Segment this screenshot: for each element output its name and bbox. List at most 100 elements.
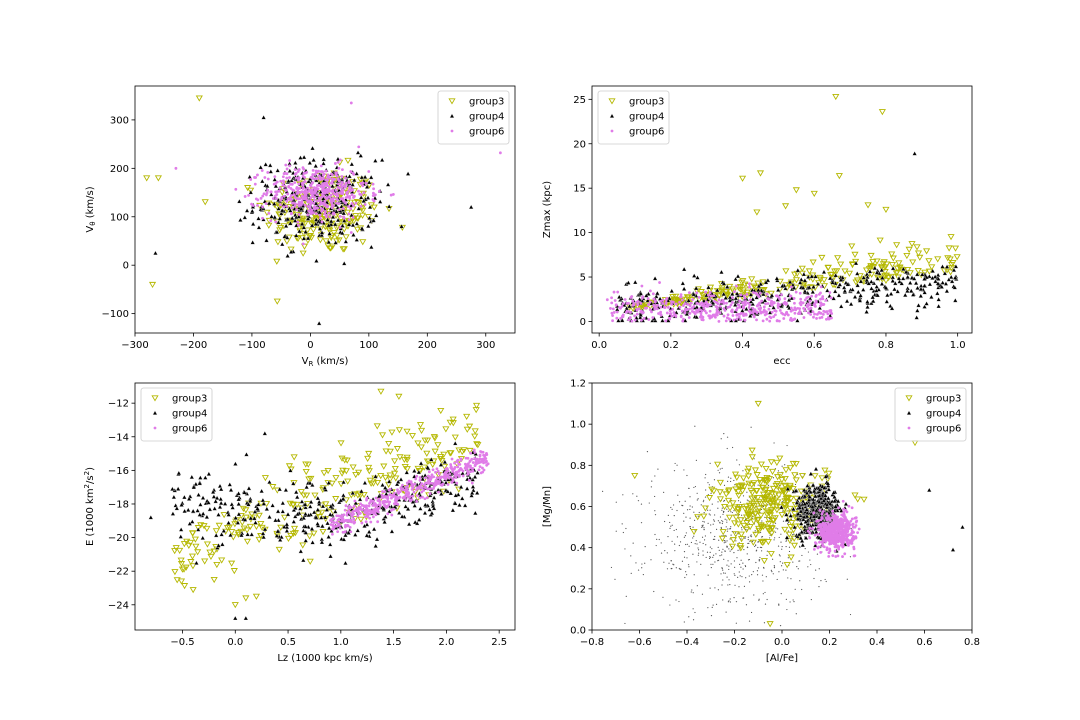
group4-point (315, 521, 321, 526)
field-point (701, 526, 703, 528)
group6-point (350, 202, 354, 205)
field-point (686, 557, 688, 559)
group6-point (269, 190, 273, 194)
group4-point (935, 272, 941, 277)
group6-point (735, 306, 739, 310)
field-point (729, 480, 732, 483)
group4-point (475, 470, 481, 475)
group4-point (827, 501, 833, 506)
group3-legend-marker (151, 395, 159, 402)
group6-point (471, 469, 475, 473)
group4-point (869, 285, 874, 291)
group4-point (861, 275, 867, 280)
group6-point (843, 552, 847, 556)
group4-point (262, 430, 268, 436)
group6-point (302, 167, 306, 171)
group3-point (745, 480, 753, 487)
group3-point (391, 466, 399, 473)
x-tick-label: 2.5 (491, 637, 507, 648)
group6-point (317, 169, 320, 173)
group3-point (181, 583, 189, 590)
group4-point (171, 494, 177, 500)
group3-point (347, 492, 355, 499)
group4-point (235, 520, 241, 525)
group3-point (781, 526, 789, 533)
group6-point (375, 504, 379, 507)
field-point (707, 522, 709, 524)
group4-point (873, 288, 879, 293)
field-point (727, 510, 729, 512)
group4-point (827, 275, 833, 281)
group3-point (878, 264, 886, 272)
group4-point (293, 232, 299, 238)
group6-point (317, 183, 321, 187)
field-point (741, 529, 743, 531)
field-point (722, 548, 724, 550)
field-point (773, 566, 776, 568)
group4-point (197, 475, 203, 480)
group6-point (278, 186, 282, 190)
group4-point (875, 276, 881, 281)
group3-point (753, 472, 761, 479)
group4-point (643, 293, 649, 298)
field-point (815, 569, 817, 571)
field-point (728, 565, 730, 567)
group6-point (798, 312, 802, 315)
group6-point (625, 302, 629, 305)
group4-point (756, 283, 762, 289)
y-tick-label: 100 (110, 212, 129, 223)
group4-point (872, 265, 878, 271)
group6-point (335, 201, 339, 205)
field-point (688, 616, 690, 618)
field-point (766, 554, 768, 556)
group3-point (755, 527, 763, 534)
field-point (648, 502, 650, 504)
group6-point (757, 295, 761, 298)
field-point (816, 553, 819, 555)
group3-point (767, 508, 775, 515)
group6-point (717, 319, 721, 323)
group3-point (291, 530, 300, 537)
group4-point (681, 266, 687, 272)
group6-point (256, 198, 260, 202)
group6-point (640, 284, 644, 288)
group3-point (307, 220, 315, 228)
group6-point (349, 530, 353, 534)
group4-point (838, 277, 844, 282)
group3-point (771, 497, 779, 504)
x-tick-label: 0.4 (735, 340, 751, 351)
group4-point (373, 212, 379, 218)
group4-point (940, 264, 945, 269)
group4-point (813, 526, 819, 531)
field-point (779, 555, 781, 557)
y-tick-label: −18 (108, 499, 129, 510)
group6-point (816, 533, 820, 536)
group6-point (708, 314, 712, 318)
field-point (734, 566, 736, 568)
group4-point (443, 480, 449, 485)
group3-point (725, 514, 734, 521)
group4-point (373, 473, 379, 479)
group6-point (426, 487, 429, 491)
group6-point (289, 212, 293, 216)
field-point (715, 553, 717, 555)
group3-point (763, 508, 771, 515)
group4-point (260, 530, 266, 536)
group3-point (755, 505, 763, 512)
group6-point (357, 145, 361, 149)
group3-point (293, 501, 301, 509)
group6-point (263, 176, 267, 179)
series-group3 (171, 388, 482, 609)
group4-point (814, 507, 819, 513)
group6-point (767, 298, 771, 301)
group6-point (742, 313, 746, 317)
group4-point (747, 313, 753, 318)
series-group3 (631, 400, 919, 628)
group3-point (763, 511, 771, 518)
field-point (747, 542, 749, 545)
group6-point (815, 317, 818, 320)
group6-point (724, 319, 728, 323)
group3-point (269, 484, 277, 491)
group6-point (311, 177, 315, 180)
